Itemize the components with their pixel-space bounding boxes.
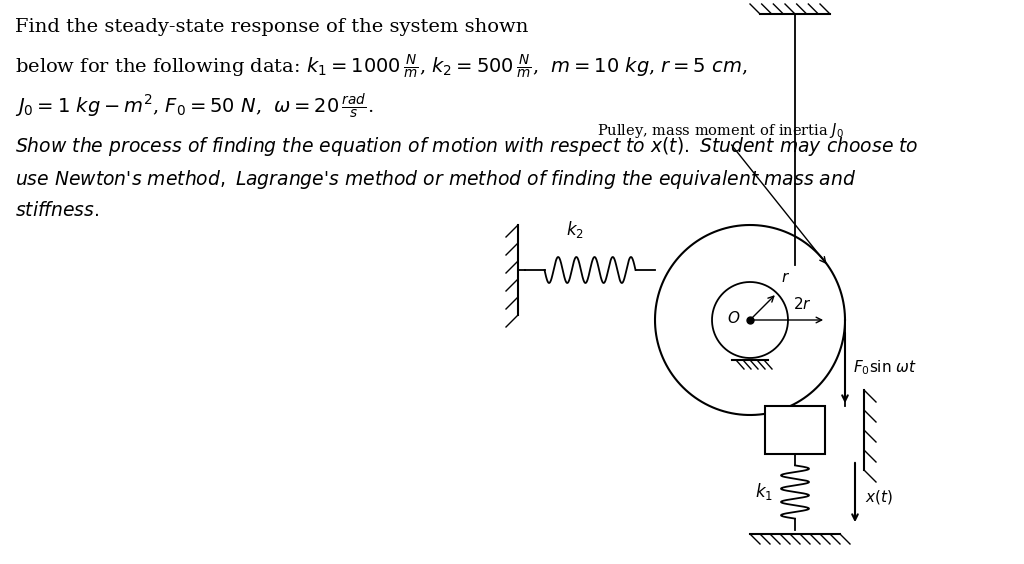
- Text: $O$: $O$: [727, 310, 740, 326]
- Text: below for the following data: $k_1 = 1000\,\frac{N}{m}$, $k_2 = 500\,\frac{N}{m}: below for the following data: $k_1 = 100…: [15, 52, 748, 80]
- Text: $k_2$: $k_2$: [566, 219, 584, 240]
- Text: $m$: $m$: [786, 421, 804, 438]
- Text: $k_1$: $k_1$: [755, 482, 773, 503]
- Text: $x(t)$: $x(t)$: [865, 488, 893, 506]
- Bar: [765, 406, 825, 454]
- Text: Find the steady-state response of the system shown: Find the steady-state response of the sy…: [15, 18, 528, 36]
- Text: $\mathit{stiffness.}$: $\mathit{stiffness.}$: [15, 201, 99, 220]
- Text: $\mathit{use\ Newton\text{'}s\ method,\ Lagrange\text{'}s\ method\ or\ method\ o: $\mathit{use\ Newton\text{'}s\ method,\ …: [15, 168, 856, 191]
- Text: $F_0\sin\,\omega t$: $F_0\sin\,\omega t$: [853, 359, 918, 377]
- Text: Pulley, mass moment of inertia $J_0$: Pulley, mass moment of inertia $J_0$: [597, 121, 844, 263]
- Text: $\mathit{Show\ the\ process\ of\ finding\ the\ equation\ of\ motion\ with\ respe: $\mathit{Show\ the\ process\ of\ finding…: [15, 135, 919, 158]
- Text: $r$: $r$: [781, 271, 790, 285]
- Text: $2r$: $2r$: [793, 296, 812, 312]
- Text: $J_0 = 1\ kg - m^2$, $F_0 = 50\ N$,  $\omega = 20\,\frac{rad}{s}$.: $J_0 = 1\ kg - m^2$, $F_0 = 50\ N$, $\om…: [15, 92, 374, 121]
